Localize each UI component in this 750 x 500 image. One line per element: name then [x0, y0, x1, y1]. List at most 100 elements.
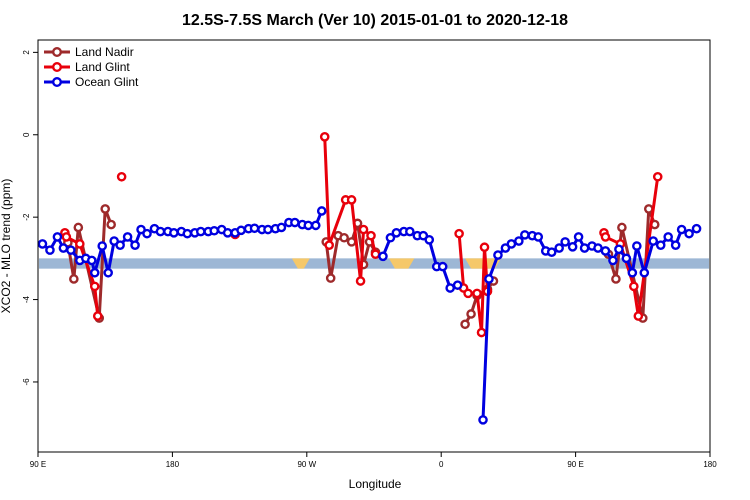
- series-line: [602, 176, 660, 318]
- y-axis: 2 0 -2 -4 -6: [22, 50, 38, 386]
- data-point: [463, 288, 473, 299]
- data-point: [130, 240, 140, 250]
- x-tick-label-5: 180: [703, 460, 717, 469]
- data-point: [209, 225, 220, 236]
- data-point: [222, 228, 233, 238]
- series-ocean-glint: [37, 206, 702, 425]
- data-point: [385, 232, 396, 243]
- data-point: [89, 281, 100, 292]
- data-point: [97, 241, 108, 251]
- data-point: [303, 220, 314, 231]
- data-point: [567, 242, 578, 252]
- data-point: [69, 274, 79, 284]
- data-point: [691, 223, 702, 234]
- data-point: [155, 226, 166, 237]
- data-point: [424, 235, 435, 245]
- y-tick-label-4: -6: [22, 378, 31, 386]
- data-point: [276, 222, 287, 233]
- data-point: [58, 243, 69, 253]
- data-point: [643, 204, 654, 214]
- data-point: [684, 228, 694, 239]
- data-point: [466, 309, 476, 319]
- data-point: [472, 288, 482, 299]
- data-point: [45, 245, 55, 255]
- data-point: [249, 223, 260, 234]
- series-layer: [37, 132, 702, 425]
- data-point: [560, 237, 570, 247]
- data-point: [263, 224, 273, 235]
- data-point: [520, 230, 530, 240]
- data-point: [122, 232, 133, 242]
- data-point: [478, 415, 488, 425]
- data-point: [116, 171, 127, 182]
- y-tick-label-0: 2: [22, 50, 31, 55]
- data-point: [73, 222, 84, 233]
- reference-band-rect: [39, 258, 709, 269]
- data-point: [358, 224, 369, 235]
- data-point: [310, 220, 321, 231]
- series-line: [481, 227, 698, 420]
- data-point: [316, 206, 327, 216]
- y-tick-label-3: -4: [22, 295, 31, 303]
- data-point: [142, 228, 152, 239]
- data-point: [61, 232, 72, 242]
- data-point: [652, 171, 663, 182]
- data-point: [593, 243, 603, 253]
- data-point: [346, 237, 357, 247]
- data-point: [479, 242, 490, 253]
- data-point: [600, 232, 611, 242]
- data-point: [452, 280, 463, 290]
- data-point: [493, 250, 503, 260]
- data-point: [506, 239, 517, 249]
- legend-label: Ocean Glint: [75, 75, 139, 89]
- data-point: [103, 267, 113, 278]
- data-point: [648, 236, 659, 246]
- data-point: [290, 217, 300, 228]
- data-point: [655, 240, 666, 250]
- data-point: [378, 251, 388, 262]
- data-point: [663, 232, 673, 242]
- data-point: [670, 240, 681, 250]
- legend-marker: [52, 62, 63, 73]
- data-point: [391, 228, 402, 238]
- x-tick-label-1: 180: [166, 460, 180, 469]
- data-point: [579, 243, 590, 253]
- y-axis-label: XCO2 - MLO trend (ppm): [0, 179, 13, 314]
- series-land-glint: [60, 132, 663, 338]
- chart-title: 12.5S-7.5S March (Ver 10) 2015-01-01 to …: [182, 12, 568, 29]
- data-point: [629, 281, 639, 292]
- data-point: [554, 243, 564, 253]
- data-point: [319, 132, 330, 142]
- data-point: [106, 219, 116, 230]
- data-point: [339, 232, 349, 243]
- legend-item-2: Ocean Glint: [44, 75, 139, 89]
- x-tick-label-4: 90 E: [567, 460, 583, 469]
- x-tick-label-2: 90 W: [297, 460, 316, 469]
- data-point: [608, 255, 618, 266]
- data-point: [115, 240, 125, 250]
- data-point: [236, 225, 246, 236]
- plot-frame: [37, 39, 711, 453]
- data-point: [573, 232, 584, 242]
- data-point: [169, 228, 179, 238]
- band-highlight-0: [291, 258, 310, 269]
- data-point: [484, 274, 494, 284]
- data-point: [66, 245, 76, 255]
- data-point: [632, 241, 642, 251]
- data-point: [324, 240, 335, 250]
- data-point: [355, 276, 366, 286]
- legend-label: Land Nadir: [75, 45, 134, 59]
- x-axis-label: Longitude: [349, 477, 402, 491]
- data-point: [546, 247, 557, 257]
- data-point: [454, 228, 464, 239]
- data-point: [52, 232, 63, 242]
- data-point: [617, 222, 627, 233]
- data-point: [366, 230, 376, 241]
- x-tick-label-3: 0: [439, 460, 444, 469]
- data-point: [182, 228, 193, 239]
- data-point: [460, 319, 470, 330]
- legend-label: Land Glint: [75, 60, 130, 74]
- data-point: [195, 226, 206, 237]
